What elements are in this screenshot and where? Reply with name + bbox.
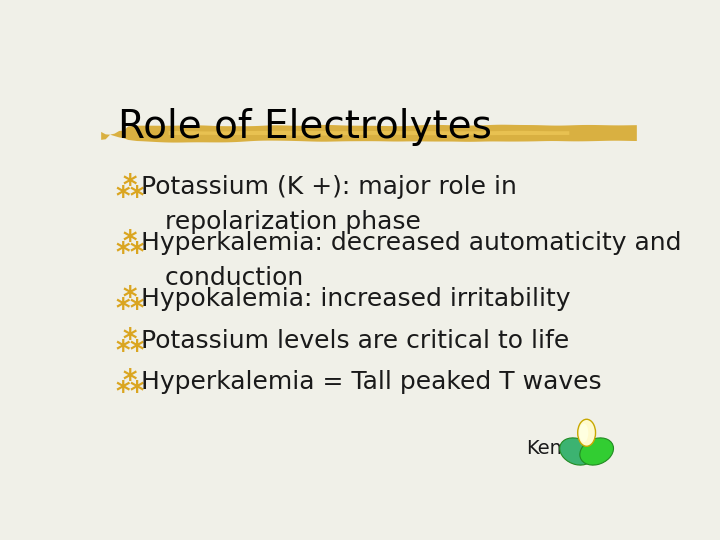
- Polygon shape: [168, 131, 570, 136]
- Text: ⁂: ⁂: [115, 231, 143, 259]
- Text: repolarization phase: repolarization phase: [141, 210, 421, 234]
- Ellipse shape: [580, 423, 588, 442]
- Text: Ken: Ken: [526, 438, 562, 458]
- Text: ⁂: ⁂: [115, 287, 143, 315]
- Text: Role of Electrolytes: Role of Electrolytes: [118, 109, 492, 146]
- Ellipse shape: [559, 438, 593, 465]
- Text: Hyperkalemia: decreased automaticity and: Hyperkalemia: decreased automaticity and: [141, 231, 682, 255]
- Text: ⁂: ⁂: [115, 329, 143, 357]
- Text: Hypokalemia: increased irritability: Hypokalemia: increased irritability: [141, 287, 571, 311]
- Text: ⁂: ⁂: [115, 370, 143, 399]
- Text: ⁂: ⁂: [115, 175, 143, 203]
- Polygon shape: [101, 125, 637, 143]
- Ellipse shape: [577, 419, 595, 446]
- Text: conduction: conduction: [141, 266, 304, 291]
- Ellipse shape: [580, 438, 613, 465]
- Text: Potassium (K +): major role in: Potassium (K +): major role in: [141, 175, 517, 199]
- Text: Potassium levels are critical to life: Potassium levels are critical to life: [141, 329, 570, 353]
- Text: Hyperkalemia = Tall peaked T waves: Hyperkalemia = Tall peaked T waves: [141, 370, 602, 394]
